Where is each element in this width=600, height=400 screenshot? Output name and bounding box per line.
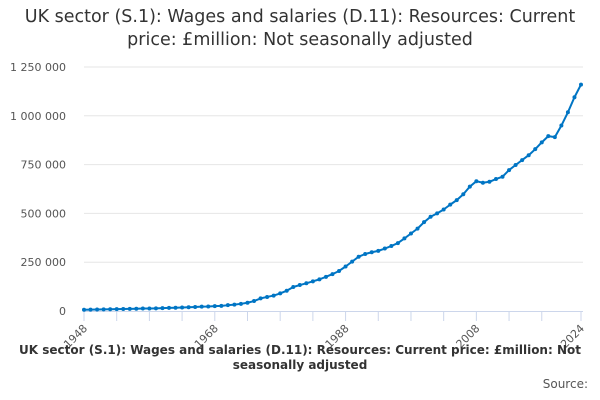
data-point — [507, 168, 512, 173]
data-point — [140, 306, 145, 311]
data-point — [297, 283, 302, 288]
data-point — [343, 264, 348, 269]
data-point — [572, 95, 577, 100]
data-point — [402, 236, 407, 241]
data-point — [186, 305, 191, 310]
data-point — [500, 174, 505, 179]
data-point — [363, 252, 368, 257]
source-label: Source: — [542, 377, 588, 391]
data-point — [238, 301, 243, 306]
data-point — [147, 306, 152, 311]
data-point — [199, 304, 204, 309]
data-point — [539, 140, 544, 145]
data-point — [278, 291, 283, 296]
data-point — [376, 248, 381, 253]
data-point — [271, 293, 276, 298]
data-point — [108, 307, 113, 312]
data-point — [153, 306, 158, 311]
data-point — [160, 306, 165, 311]
data-point — [258, 296, 263, 301]
data-point — [134, 306, 139, 311]
y-tick-label: 1 250 000 — [10, 61, 66, 74]
data-point — [82, 307, 86, 312]
data-point — [395, 241, 400, 246]
data-point — [310, 279, 315, 284]
data-point — [533, 147, 538, 152]
data-point — [467, 184, 472, 189]
data-point — [317, 277, 322, 282]
chart-caption: UK sector (S.1): Wages and salaries (D.1… — [19, 343, 581, 372]
data-point — [337, 268, 342, 273]
data-point — [513, 162, 518, 167]
data-point — [559, 123, 564, 128]
data-point — [428, 214, 433, 219]
data-point — [121, 307, 126, 312]
data-point — [330, 272, 335, 277]
data-point — [493, 177, 498, 182]
data-point — [265, 294, 270, 299]
data-point — [114, 307, 119, 312]
data-point — [454, 198, 459, 203]
data-point — [101, 307, 106, 312]
data-point — [480, 180, 485, 185]
data-point — [474, 179, 479, 184]
y-tick-label: 750 000 — [21, 159, 67, 172]
data-point — [382, 246, 387, 251]
data-point — [389, 243, 394, 248]
data-point — [369, 250, 374, 255]
y-tick-label: 1 000 000 — [10, 110, 66, 123]
data-point — [408, 231, 413, 236]
data-point — [193, 304, 198, 309]
data-point — [520, 158, 525, 163]
data-point — [127, 306, 132, 311]
data-point — [245, 300, 250, 305]
data-point — [225, 303, 230, 308]
chart-title: UK sector (S.1): Wages and salaries (D.1… — [24, 7, 576, 50]
data-point — [487, 179, 492, 184]
data-point — [448, 202, 453, 207]
data-point — [284, 288, 289, 293]
data-point — [219, 303, 224, 308]
data-point — [565, 110, 570, 115]
y-tick-label: 500 000 — [21, 207, 67, 220]
data-point — [461, 192, 466, 197]
data-point — [212, 304, 217, 309]
data-point — [167, 305, 172, 310]
data-point — [323, 274, 328, 279]
data-point — [206, 304, 211, 309]
data-point — [441, 207, 446, 212]
data-point — [304, 281, 309, 286]
data-point — [88, 307, 93, 312]
data-point — [173, 305, 178, 310]
data-point — [435, 211, 440, 216]
data-point — [422, 220, 427, 225]
data-point — [546, 134, 551, 139]
data-point — [252, 299, 257, 304]
data-point — [180, 305, 185, 310]
data-point — [95, 307, 100, 312]
data-point — [526, 153, 531, 158]
data-point — [415, 226, 420, 231]
y-tick-label: 250 000 — [21, 256, 67, 269]
data-point — [291, 284, 296, 289]
data-point — [552, 135, 557, 140]
data-point — [579, 82, 583, 87]
data-point — [350, 259, 355, 264]
y-tick-label: 0 — [59, 305, 66, 318]
data-point — [356, 254, 361, 259]
data-point — [232, 302, 237, 307]
